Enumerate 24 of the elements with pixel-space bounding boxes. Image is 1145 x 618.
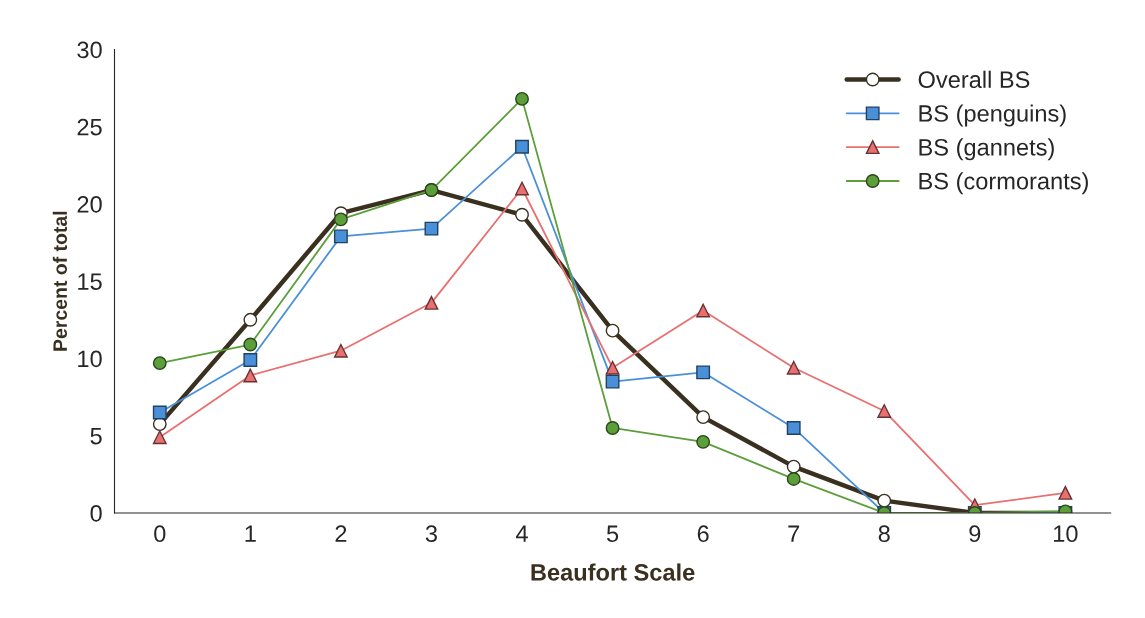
y-axis-title: Percent of total bbox=[52, 211, 68, 351]
x-tick-label: 10 bbox=[1054, 525, 1078, 543]
y-tick-label: 30 bbox=[77, 41, 102, 59]
y-tick-label: 20 bbox=[77, 196, 102, 213]
x-tick-label: 1 bbox=[245, 525, 256, 542]
legend-label: Overall BS bbox=[918, 70, 1030, 89]
x-tick-label: 4 bbox=[515, 525, 528, 542]
x-tick-label: 5 bbox=[606, 525, 619, 543]
y-tick-label: 5 bbox=[90, 428, 102, 445]
y-tick-label: 15 bbox=[78, 273, 102, 290]
x-tick-label: 7 bbox=[788, 525, 800, 542]
legend-label: BS (penguins) bbox=[919, 104, 1066, 127]
y-tick-label: 25 bbox=[77, 118, 102, 136]
x-tick-label: 9 bbox=[969, 525, 981, 543]
x-tick-label: 6 bbox=[697, 525, 709, 543]
x-tick-label: 3 bbox=[425, 525, 437, 543]
legend-label: BS (cormorants) bbox=[919, 172, 1088, 195]
x-tick-label: 2 bbox=[335, 525, 347, 542]
y-tick-label: 0 bbox=[90, 505, 102, 522]
x-axis-title: Beaufort Scale bbox=[531, 563, 695, 581]
x-tick-label: 0 bbox=[154, 525, 166, 543]
x-tick-label: 8 bbox=[878, 525, 890, 543]
y-tick-label: 10 bbox=[78, 350, 102, 368]
legend-label: BS (gannets) bbox=[919, 138, 1054, 161]
